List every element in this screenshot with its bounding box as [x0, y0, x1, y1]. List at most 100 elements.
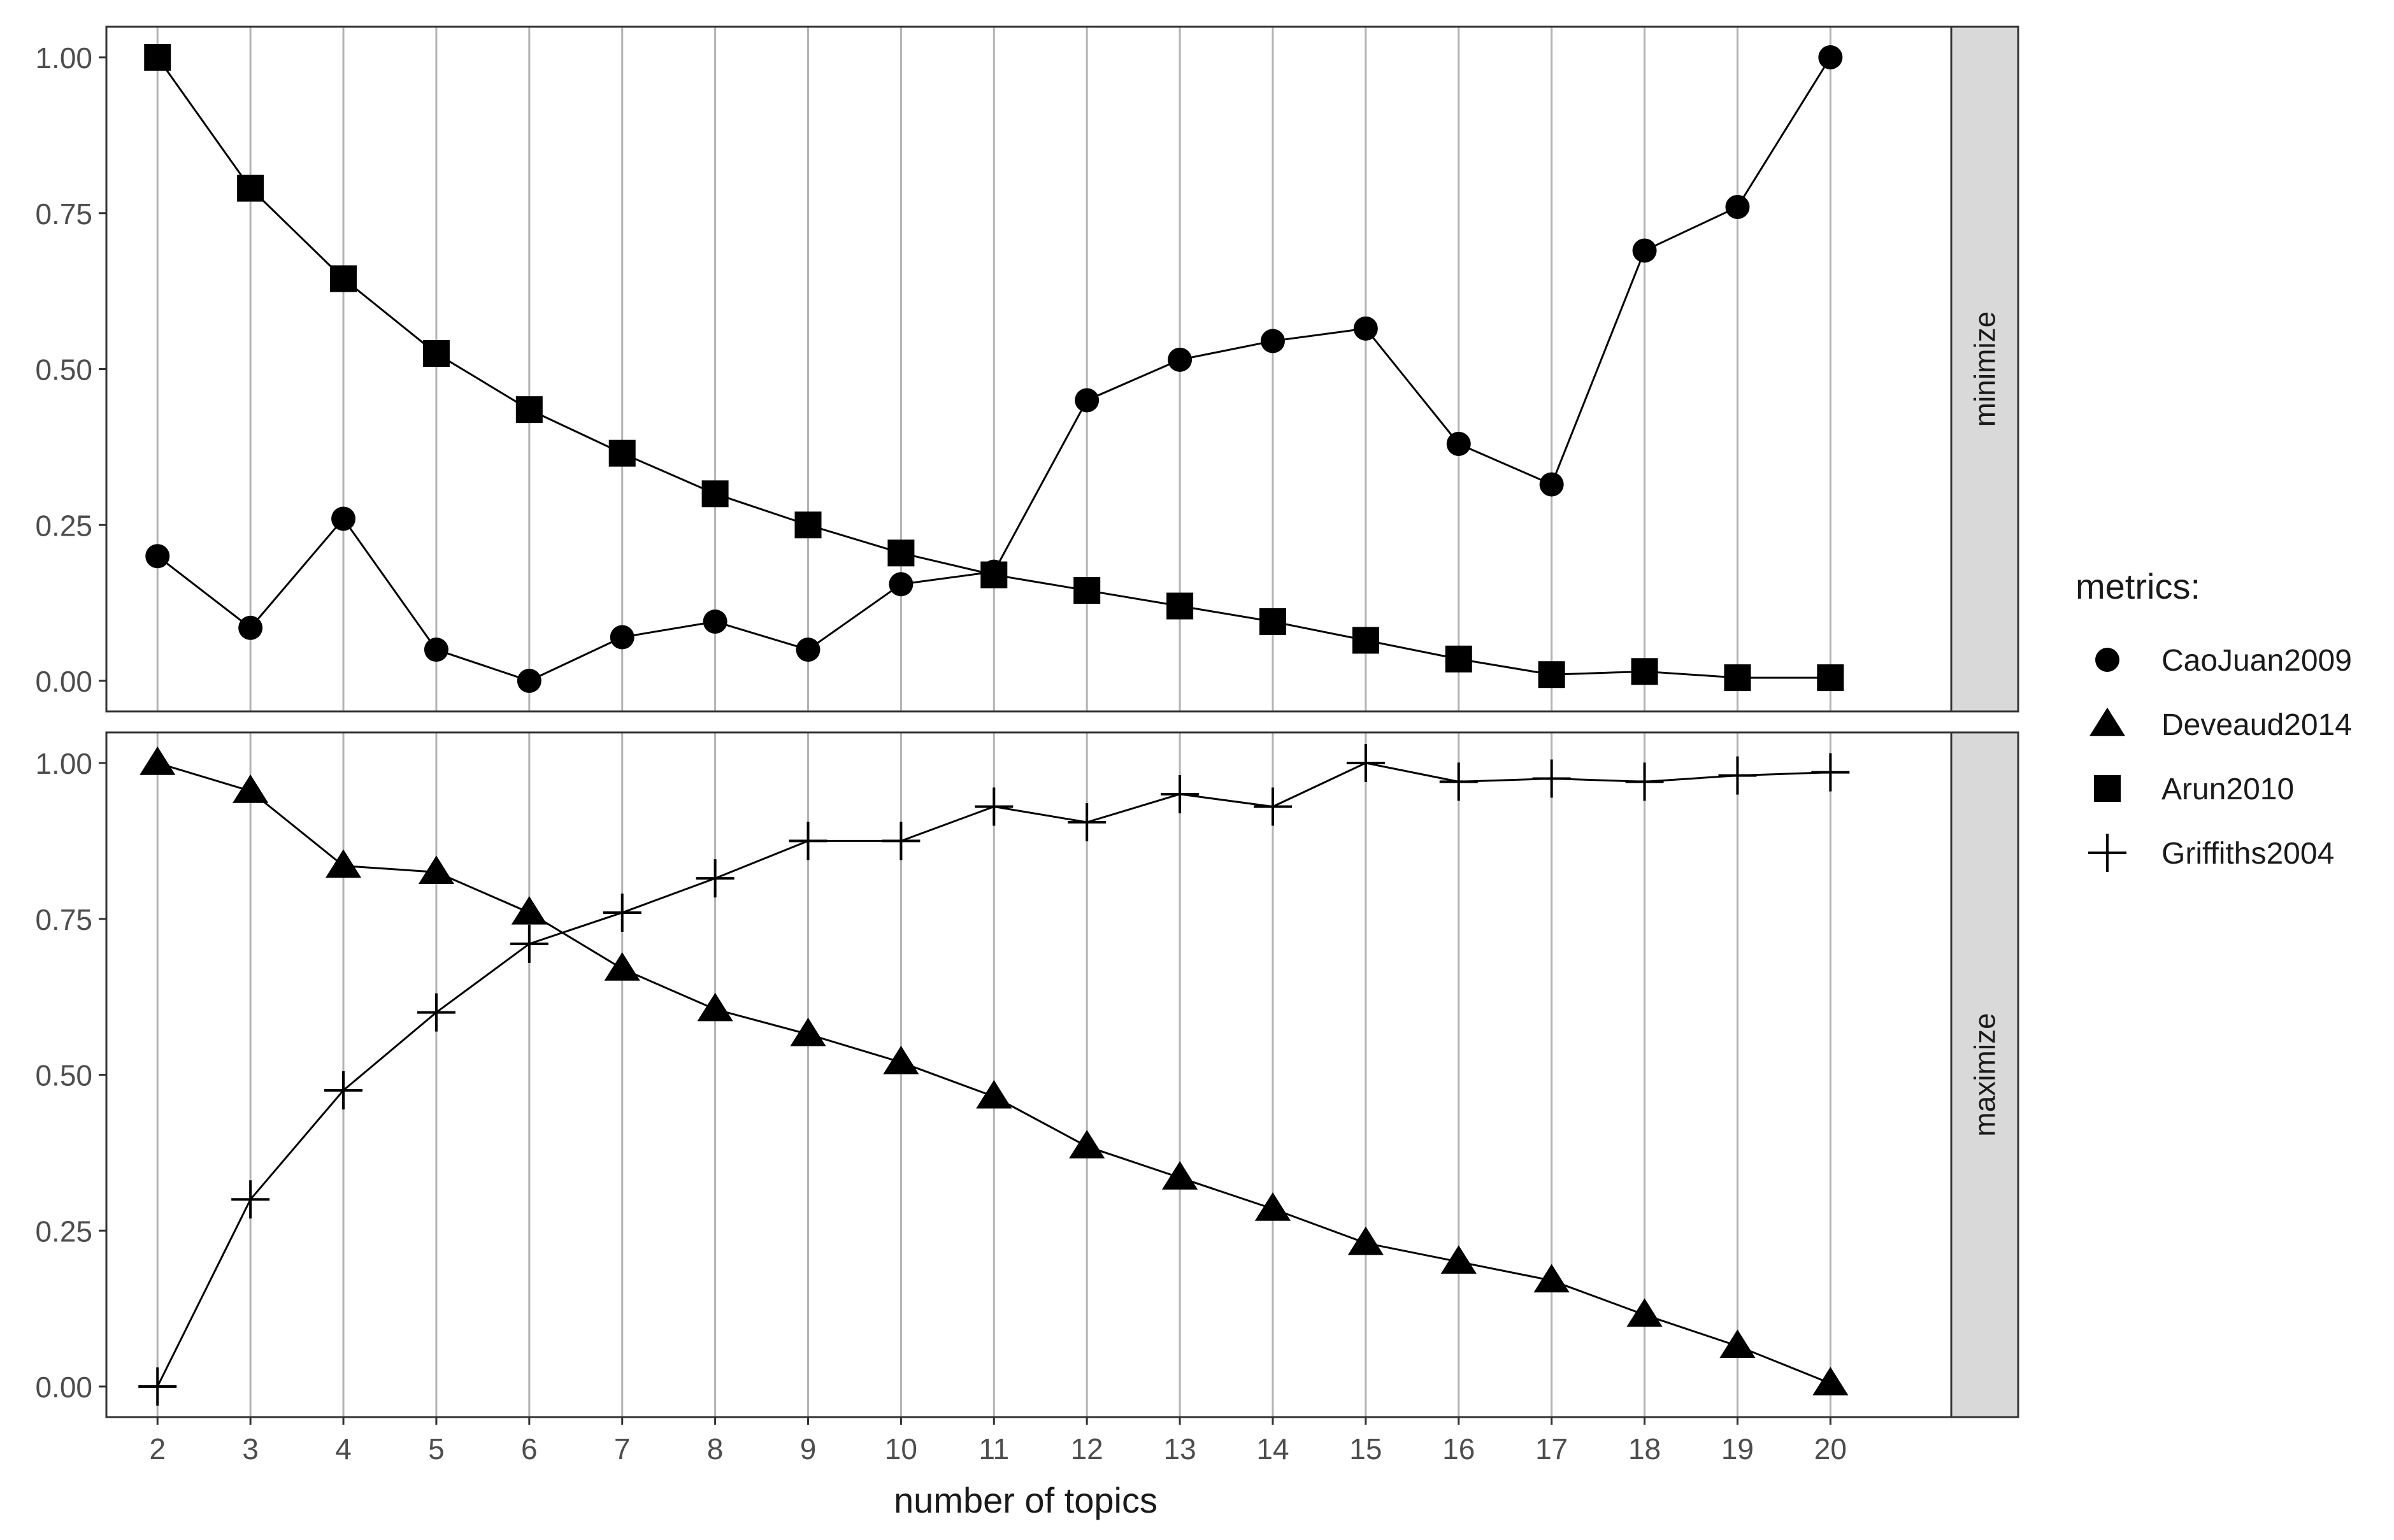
y-tick-label: 0.00	[35, 1371, 92, 1404]
panel-minimize: 0.00 0.25 0.50 0.75 1.00 minimize	[35, 25, 2019, 713]
point-arun2010	[794, 511, 822, 539]
point-arun2010	[1073, 577, 1101, 604]
point-caojuan2009	[1818, 45, 1843, 69]
x-tick-label: 16	[1442, 1432, 1475, 1465]
point-griffiths2004	[1346, 744, 1385, 782]
y-tick-label: 0.00	[35, 665, 92, 698]
point-caojuan2009	[796, 638, 821, 662]
panel-background	[106, 732, 1951, 1417]
point-arun2010	[237, 175, 264, 202]
point-arun2010	[144, 44, 171, 71]
point-deveaud2014	[1161, 1161, 1198, 1190]
x-tick-label: 4	[335, 1432, 352, 1465]
facet-strip	[1950, 731, 2019, 1418]
point-deveaud2014	[1254, 1192, 1291, 1221]
point-deveaud2014	[1812, 1367, 1849, 1395]
point-arun2010	[422, 340, 450, 367]
point-griffiths2004	[1532, 759, 1571, 798]
point-caojuan2009	[610, 625, 634, 650]
legend-key-deveaud2014	[2089, 708, 2126, 736]
point-arun2010	[1631, 658, 1658, 685]
point-arun2010	[887, 539, 915, 567]
point-arun2010	[1817, 664, 1844, 692]
x-tick-label: 9	[800, 1432, 817, 1465]
point-caojuan2009	[331, 506, 356, 531]
point-caojuan2009	[1446, 431, 1471, 456]
point-griffiths2004	[417, 993, 455, 1032]
point-arun2010	[701, 480, 729, 508]
legend-key-arun2010	[2094, 775, 2121, 802]
point-deveaud2014	[604, 952, 640, 981]
x-tick-label: 12	[1071, 1432, 1103, 1465]
legend-title: metrics:	[2075, 566, 2200, 606]
x-tick-label: 20	[1814, 1432, 1847, 1465]
point-griffiths2004	[510, 924, 548, 963]
x-tick-label: 2	[149, 1432, 166, 1465]
point-griffiths2004	[696, 859, 735, 898]
x-tick-label: 17	[1535, 1432, 1568, 1465]
panel-background	[106, 27, 1951, 711]
legend-label: Griffiths2004	[2161, 837, 2334, 871]
point-deveaud2014	[976, 1080, 1012, 1109]
legend-label: CaoJuan2009	[2161, 644, 2352, 678]
y-tick-label: 0.50	[35, 1059, 92, 1092]
point-arun2010	[515, 396, 543, 424]
point-arun2010	[330, 265, 357, 292]
point-deveaud2014	[1719, 1329, 1756, 1358]
point-caojuan2009	[1075, 388, 1100, 413]
y-tick-label: 0.25	[35, 509, 92, 542]
point-deveaud2014	[325, 849, 362, 878]
y-tick-label: 1.00	[35, 41, 92, 75]
point-arun2010	[980, 561, 1008, 588]
point-griffiths2004	[1625, 762, 1664, 801]
point-deveaud2014	[511, 895, 547, 925]
point-arun2010	[1724, 664, 1751, 692]
y-tick-label: 1.00	[35, 747, 92, 780]
y-tick-label: 0.75	[35, 197, 92, 231]
x-tick-label: 3	[242, 1432, 259, 1465]
point-griffiths2004	[1068, 803, 1107, 842]
x-axis: 2 3 4 5 6 7 8 9 10 11 12 13 14 15 16 17 18 19 20	[149, 1417, 1847, 1465]
point-caojuan2009	[1353, 316, 1378, 341]
panel-maximize: 0.00 0.25 0.50 0.75 1.00 maximize	[35, 731, 2019, 1418]
x-tick-label: 7	[614, 1432, 631, 1465]
point-griffiths2004	[138, 1367, 177, 1406]
x-tick-label: 15	[1349, 1432, 1382, 1465]
x-tick-label: 14	[1256, 1432, 1289, 1465]
point-caojuan2009	[145, 544, 170, 569]
point-deveaud2014	[140, 746, 176, 775]
point-caojuan2009	[1168, 347, 1193, 372]
point-caojuan2009	[517, 669, 541, 693]
point-griffiths2004	[1811, 753, 1850, 792]
x-tick-label: 6	[521, 1432, 538, 1465]
point-caojuan2009	[424, 638, 448, 662]
point-deveaud2014	[1626, 1298, 1663, 1327]
point-arun2010	[1259, 608, 1286, 635]
legend-key-griffiths2004	[2088, 834, 2126, 872]
point-caojuan2009	[889, 572, 914, 597]
legend-key-caojuan2009	[2095, 648, 2119, 672]
x-tick-label: 18	[1628, 1432, 1661, 1465]
point-deveaud2014	[1347, 1226, 1384, 1255]
point-arun2010	[1538, 661, 1565, 688]
point-caojuan2009	[1725, 194, 1750, 219]
point-griffiths2004	[603, 893, 642, 932]
point-deveaud2014	[697, 992, 733, 1022]
point-griffiths2004	[789, 822, 828, 860]
x-tick-label: 5	[428, 1432, 445, 1465]
point-caojuan2009	[238, 615, 263, 640]
legend: metrics: CaoJuan2009 Deveaud2014 Arun2010 G…	[2075, 566, 2352, 872]
point-deveaud2014	[790, 1017, 826, 1046]
point-deveaud2014	[883, 1045, 919, 1074]
y-tick-label: 0.75	[35, 903, 92, 936]
point-caojuan2009	[703, 609, 728, 634]
point-griffiths2004	[1161, 774, 1200, 813]
point-griffiths2004	[1439, 762, 1478, 801]
x-tick-label: 19	[1721, 1432, 1754, 1465]
point-deveaud2014	[1533, 1264, 1570, 1293]
point-griffiths2004	[975, 787, 1014, 826]
point-caojuan2009	[1539, 472, 1564, 497]
point-deveaud2014	[418, 855, 455, 885]
point-deveaud2014	[1069, 1130, 1105, 1159]
y-tick-label: 0.50	[35, 353, 92, 387]
